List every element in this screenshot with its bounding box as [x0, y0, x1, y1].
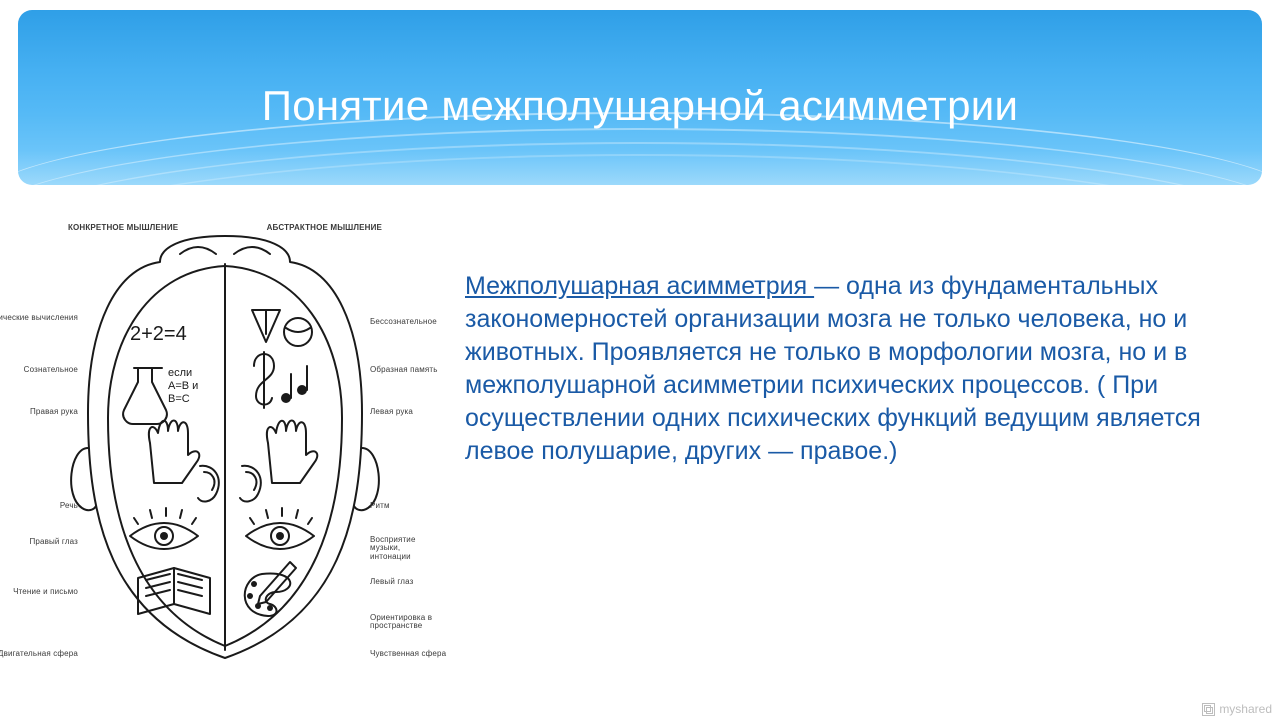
diagram-right-label: Левая рука	[370, 408, 413, 416]
brain-diagram: 2+2=4 если A=B и B=C	[10, 218, 440, 688]
slide: Понятие межполушарной асимметрии	[0, 0, 1280, 720]
diagram-left-label: Двигательная сфера	[0, 650, 78, 658]
diagram-right-label: Ориентировка в пространстве	[370, 614, 440, 631]
diagram-right-label: Чувственная сфера	[370, 650, 446, 658]
content-area: 2+2=4 если A=B и B=C	[0, 210, 1280, 720]
diagram-left-label: Сознательное	[24, 366, 78, 374]
svg-text:B=C: B=C	[168, 393, 190, 405]
svg-text:если: если	[168, 367, 192, 379]
diagram-right-label: Образная память	[370, 366, 438, 374]
diagram-left-header: КОНКРЕТНОЕ МЫШЛЕНИЕ	[68, 224, 178, 232]
body-rest: — одна из фундаментальных закономерносте…	[465, 272, 1201, 465]
four-squares-icon	[1202, 703, 1215, 716]
diagram-left-label: Математические вычисления	[0, 314, 78, 322]
diagram-right-label: Ритм	[370, 502, 390, 510]
lead-term: Межполушарная асимметрия	[465, 272, 814, 300]
diagram-right-label: Бессознательное	[370, 318, 437, 326]
watermark: myshared	[1202, 702, 1272, 716]
diagram-left-label: Правая рука	[30, 408, 78, 416]
slide-title: Понятие межполушарной асимметрии	[18, 82, 1262, 130]
diagram-left-label: Чтение и письмо	[13, 588, 78, 596]
diagram-right-label: Восприятие музыки, интонации	[370, 536, 440, 561]
svg-text:2+2=4: 2+2=4	[130, 323, 187, 345]
svg-text:A=B и: A=B и	[168, 380, 198, 392]
body-paragraph: Межполушарная асимметрия — одна из фунда…	[465, 270, 1220, 468]
diagram-left-label: Правый глаз	[29, 538, 78, 546]
diagram-right-label: Левый глаз	[370, 578, 413, 586]
header-band: Понятие межполушарной асимметрии	[18, 10, 1262, 185]
watermark-text: myshared	[1219, 702, 1272, 716]
diagram-right-header: АБСТРАКТНОЕ МЫШЛЕНИЕ	[267, 224, 382, 232]
diagram-left-label: Речь	[60, 502, 78, 510]
